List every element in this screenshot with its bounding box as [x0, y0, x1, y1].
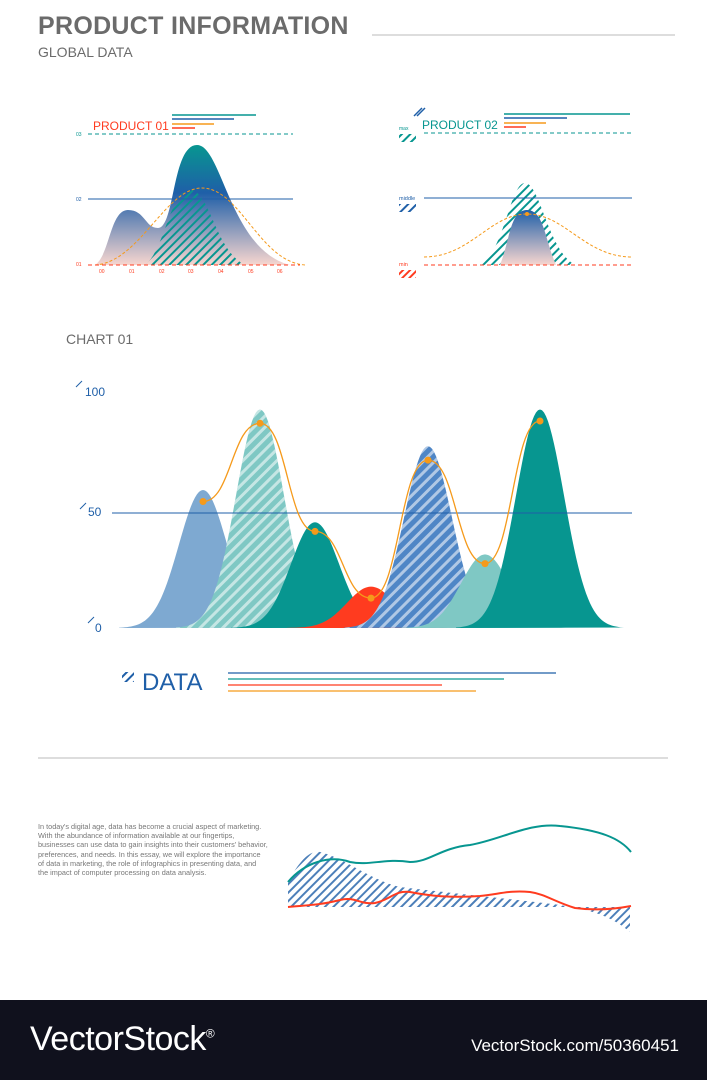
chart01: 100 50 0	[75, 380, 632, 635]
product01-hatched-area	[145, 190, 245, 265]
trend-curve	[94, 187, 306, 266]
tick-slash-icon	[79, 502, 87, 510]
level-label-min: min	[399, 262, 408, 268]
bottom-line-chart	[287, 824, 632, 932]
product02-title: PRODUCT 02	[422, 118, 498, 132]
y-tick-0: 0	[95, 621, 102, 635]
level-label-max: max	[399, 126, 409, 132]
chart01-point-4	[367, 594, 375, 602]
y-tick: 01	[76, 262, 82, 268]
min-swatch	[399, 270, 416, 278]
tick-slash-icon	[75, 380, 83, 388]
chart01-legend: DATA	[122, 669, 556, 696]
chart01-peak-hatch-5	[344, 446, 512, 628]
slash-icon	[416, 107, 426, 117]
chart01-point-7	[536, 417, 544, 425]
chart01-peak-6	[401, 554, 569, 628]
legend-swatch	[122, 672, 134, 682]
x-tick: 06	[277, 269, 283, 275]
product01-title: PRODUCT 01	[93, 119, 169, 133]
chart01-peak-1	[119, 490, 287, 628]
chart01-peak-7	[456, 409, 624, 628]
slash-icon	[413, 107, 423, 117]
red-line	[287, 890, 632, 911]
chart01-peak-4	[287, 586, 455, 628]
chart01-point-2	[256, 419, 264, 427]
trend-curve	[423, 213, 633, 258]
middle-swatch	[399, 204, 416, 212]
page-subtitle: GLOBAL DATA	[38, 44, 133, 60]
product02-chart: PRODUCT 02 max middle min	[399, 107, 633, 278]
footer-url: VectorStock.com/50360451	[471, 1036, 679, 1055]
chart01-title: CHART 01	[66, 331, 134, 347]
page-title: PRODUCT INFORMATION	[38, 12, 349, 40]
chart01-point-1	[199, 498, 207, 505]
product02-area	[500, 210, 556, 265]
x-tick: 03	[188, 269, 194, 275]
level-label-middle: middle	[399, 196, 415, 202]
chart01-point-5	[424, 456, 432, 464]
teal-line	[287, 824, 632, 883]
chart01-point-6	[481, 560, 489, 568]
y-tick-100: 100	[85, 385, 105, 399]
product01-chart: PRODUCT 01 03 02 01 00 01 02 03 04 05 06	[76, 114, 306, 275]
logo-text: VectorStock	[30, 1020, 206, 1058]
legend-label: DATA	[142, 669, 202, 696]
hatched-area	[288, 851, 630, 932]
footer-banner: VectorStock® VectorStock.com/50360451	[0, 1000, 707, 1080]
y-tick: 03	[76, 132, 82, 138]
chart01-peak-3	[231, 522, 399, 628]
infographic-canvas: PRODUCT 01 03 02 01 00 01 02 03 04 05 06…	[38, 34, 675, 932]
x-tick: 02	[159, 269, 165, 275]
max-swatch	[399, 134, 416, 142]
x-tick: 01	[129, 269, 135, 275]
chart01-peak-hatch-2	[176, 409, 344, 628]
tick-slash-icon	[87, 616, 95, 624]
chart01-point-3	[311, 527, 319, 535]
y-tick-50: 50	[88, 505, 102, 519]
registered-mark: ®	[205, 1026, 215, 1041]
x-tick: 00	[99, 269, 105, 275]
x-tick: 05	[248, 269, 254, 275]
x-tick: 04	[218, 269, 224, 275]
y-tick: 02	[76, 197, 82, 203]
peak-point	[525, 212, 529, 216]
body-paragraph: In today's digital age, data has become …	[38, 822, 268, 878]
footer-logo: VectorStock®	[30, 1020, 215, 1059]
